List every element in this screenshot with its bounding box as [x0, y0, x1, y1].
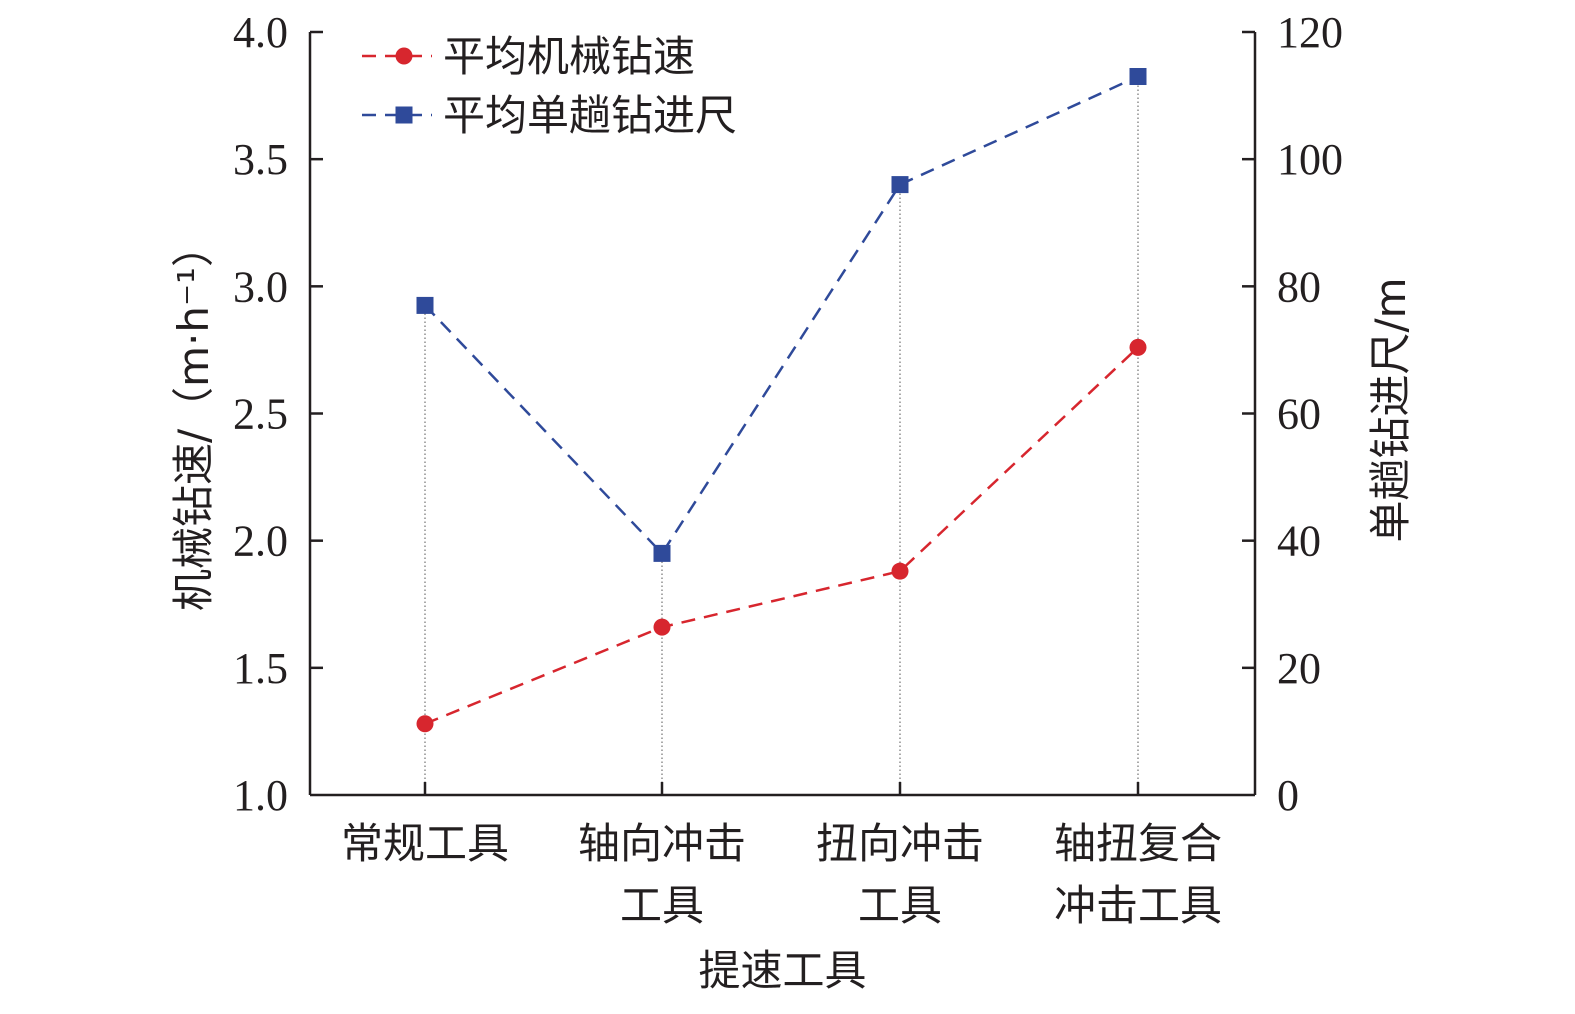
- legend-label-2: 平均单趟钻进尺: [443, 91, 737, 140]
- series-line-1: [424, 346, 1139, 725]
- series-1-point: [891, 562, 909, 580]
- series-2-point: [891, 176, 909, 194]
- series-line-2: [424, 75, 1139, 556]
- series-2-point: [416, 296, 434, 314]
- legend-marker-1: [395, 47, 413, 65]
- right-tick-label: 0: [1277, 771, 1299, 820]
- left-axis-title: 机械钻速/（m·h⁻¹）: [169, 225, 218, 611]
- series-1-point: [1129, 338, 1147, 356]
- series: [416, 68, 1147, 733]
- x-tick-label: 常规工具: [341, 819, 509, 868]
- x-tick-label: 轴向冲击: [578, 819, 746, 868]
- left-tick-label: 4.0: [233, 8, 288, 57]
- right-axis-title: 单趟钻进尺/m: [1366, 277, 1415, 542]
- right-tick-label: 20: [1277, 644, 1321, 693]
- labels: 1.0 1.5 2.0 2.5 3.0 3.5 4.0 0 20 40 60 80 100 120 常规工具…: [169, 8, 1415, 995]
- left-tick-label: 2.5: [233, 390, 288, 439]
- legend-marker-2: [395, 106, 413, 124]
- series-2-point: [1129, 68, 1147, 86]
- legend-label-1: 平均机械钻速: [443, 32, 695, 81]
- axes: [308, 30, 1257, 797]
- right-tick-label: 80: [1277, 262, 1321, 311]
- x-axis-title: 提速工具: [698, 946, 866, 995]
- left-tick-label: 1.0: [233, 771, 288, 820]
- x-tick-label: 扭向冲击: [816, 819, 984, 868]
- series-2-point: [653, 544, 671, 562]
- x-tick-label: 轴扭复合: [1054, 819, 1222, 868]
- left-tick-label: 3.5: [233, 135, 288, 184]
- right-tick-label: 40: [1277, 517, 1321, 566]
- left-tick-label: 3.0: [233, 262, 288, 311]
- series-1-point: [653, 618, 671, 636]
- right-tick-label: 60: [1277, 390, 1321, 439]
- x-tick-label: 冲击工具: [1054, 881, 1222, 930]
- x-tick-label: 工具: [858, 881, 942, 930]
- series-1-point: [416, 715, 434, 733]
- right-tick-label: 100: [1277, 135, 1343, 184]
- x-tick-label: 工具: [620, 881, 704, 930]
- right-tick-label: 120: [1277, 8, 1343, 57]
- left-tick-label: 2.0: [233, 517, 288, 566]
- guide-lines: [424, 76, 1139, 795]
- left-tick-label: 1.5: [233, 644, 288, 693]
